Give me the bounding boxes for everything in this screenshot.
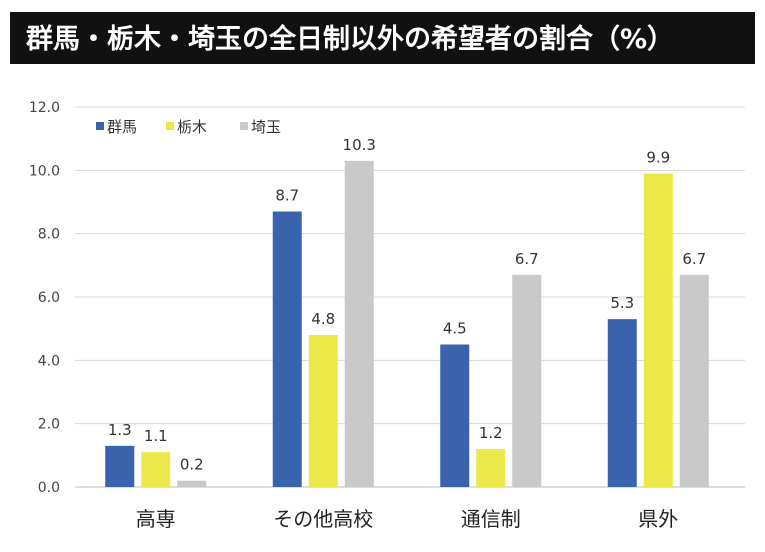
- bar-埼玉: [177, 480, 207, 487]
- x-category-label: 通信制: [461, 507, 521, 531]
- bar-栃木: [476, 449, 506, 487]
- bar-埼玉: [344, 160, 374, 488]
- legend-swatch: [240, 122, 248, 130]
- legend-swatch: [96, 122, 104, 130]
- bar-栃木: [308, 335, 338, 487]
- legend-swatch: [166, 122, 174, 130]
- bar-埼玉: [512, 274, 542, 487]
- x-category-label: その他高校: [273, 507, 373, 531]
- data-label: 9.9: [646, 149, 670, 167]
- bar-群馬: [105, 445, 135, 487]
- data-label: 4.8: [311, 310, 335, 328]
- x-category-label: 県外: [638, 507, 678, 531]
- y-tick-label: 2.0: [38, 417, 60, 433]
- bar-群馬: [440, 344, 470, 487]
- y-tick-label: 12.0: [29, 100, 60, 116]
- bar-埼玉: [679, 274, 709, 487]
- bar-群馬: [607, 319, 637, 487]
- bar-栃木: [643, 173, 673, 487]
- data-label: 1.3: [108, 421, 132, 439]
- data-label: 1.1: [144, 427, 168, 445]
- data-label: 1.2: [479, 424, 503, 442]
- data-label: 0.2: [180, 456, 204, 474]
- legend-label: 群馬: [107, 118, 137, 136]
- y-tick-label: 6.0: [38, 290, 60, 306]
- data-label: 4.5: [443, 320, 467, 338]
- legend-label: 栃木: [177, 118, 207, 136]
- bar-群馬: [272, 211, 302, 487]
- y-tick-label: 4.0: [38, 353, 60, 369]
- legend-label: 埼玉: [251, 118, 281, 136]
- x-category-label: 高専: [136, 507, 176, 531]
- chart-title: 群馬・栃木・埼玉の全日制以外の希望者の割合（%）: [26, 23, 674, 55]
- y-tick-label: 8.0: [38, 227, 60, 243]
- bar-栃木: [141, 452, 171, 487]
- title-banner: [10, 12, 755, 64]
- data-label: 8.7: [275, 187, 299, 205]
- data-label: 10.3: [343, 136, 376, 154]
- data-label: 6.7: [682, 250, 706, 268]
- y-tick-label: 0.0: [38, 480, 60, 496]
- data-label: 5.3: [610, 294, 634, 312]
- data-label: 6.7: [515, 250, 539, 268]
- y-tick-label: 10.0: [29, 163, 60, 179]
